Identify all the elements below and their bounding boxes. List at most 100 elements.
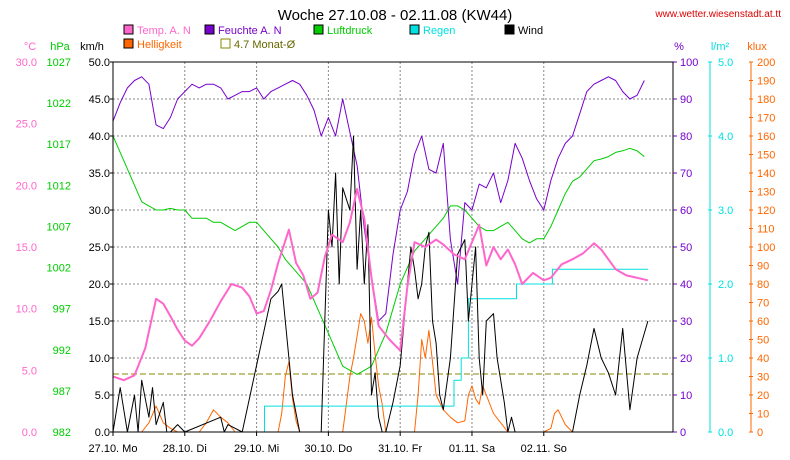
hum-tick-label: 30 <box>680 316 692 328</box>
wind-tick-label: 15.0 <box>89 316 110 328</box>
wind-tick-label: 5.0 <box>95 390 110 402</box>
x-tick-label: 27.10. Mo <box>89 443 138 455</box>
bright-tick-label: 110 <box>757 224 775 236</box>
temp-tick-label: 20.0 <box>16 180 37 192</box>
press-tick-label: 1022 <box>47 98 71 110</box>
bright-tick-label: 10 <box>757 409 769 421</box>
legend-label: 4.7 Monat-Ø <box>234 39 296 51</box>
bright-tick-label: 160 <box>757 131 775 143</box>
hum-tick-label: 20 <box>680 353 692 365</box>
rain-tick-label: 0.0 <box>718 427 733 439</box>
legend-swatch <box>313 24 324 35</box>
bright-tick-label: 50 <box>757 335 769 347</box>
legend-swatch <box>409 24 420 35</box>
wind-tick-label: 50.0 <box>89 57 110 69</box>
legend-label: Helligkeit <box>137 39 182 51</box>
wind-tick-label: 45.0 <box>89 94 110 106</box>
legend-label: Feuchte A. N <box>218 25 282 37</box>
bright-tick-label: 170 <box>757 113 775 125</box>
legend-label: Regen <box>423 25 455 37</box>
legend: Temp. A. N Feuchte A. N Luftdruck Regen Wind… <box>123 24 543 51</box>
series-regen <box>113 268 648 433</box>
series-layer <box>112 76 673 433</box>
bright-tick-label: 190 <box>757 76 775 88</box>
wind-unit-label: km/h <box>80 41 104 53</box>
legend-swatch <box>504 24 515 35</box>
wind-tick-label: 25.0 <box>89 242 110 254</box>
bright-unit-label: klux <box>747 41 767 53</box>
legend-swatch <box>220 38 231 49</box>
wind-tick-label: 40.0 <box>89 131 110 143</box>
temp-tick-label: 5.0 <box>22 365 37 377</box>
legend-label: Wind <box>518 25 543 37</box>
bright-tick-label: 200 <box>757 57 775 69</box>
hum-tick-label: 10 <box>680 390 692 402</box>
hum-tick-label: 90 <box>680 94 692 106</box>
bright-tick-label: 70 <box>757 298 769 310</box>
bright-tick-label: 40 <box>757 353 769 365</box>
wind-tick-label: 30.0 <box>89 205 110 217</box>
bright-tick-label: 20 <box>757 390 769 402</box>
wind-tick-label: 20.0 <box>89 279 110 291</box>
temp-tick-label: 0.0 <box>22 427 37 439</box>
legend-label: Luftdruck <box>327 25 373 37</box>
wind-tick-label: 35.0 <box>89 168 110 180</box>
source-link[interactable]: www.wetter.wiesenstadt.at.tt <box>654 9 781 20</box>
temp-tick-label: 25.0 <box>16 119 37 131</box>
bright-tick-label: 60 <box>757 316 769 328</box>
chart-title: Woche 27.10.08 - 02.11.08 (KW44) <box>278 7 513 24</box>
legend-swatch <box>204 24 215 35</box>
press-tick-label: 987 <box>53 386 71 398</box>
x-tick-label: 01.11. Sa <box>449 443 496 455</box>
press-tick-label: 1007 <box>47 221 71 233</box>
wind-tick-label: 10.0 <box>89 353 110 365</box>
x-tick-label: 31.10. Fr <box>378 443 422 455</box>
x-tick-label: 28.10. Di <box>163 443 207 455</box>
x-tick-label: 29.10. Mi <box>234 443 279 455</box>
press-tick-label: 1017 <box>47 139 71 151</box>
grid <box>113 62 673 432</box>
bright-tick-label: 90 <box>757 261 769 273</box>
bright-tick-label: 30 <box>757 372 769 384</box>
temp-tick-label: 15.0 <box>16 242 37 254</box>
axis-units: °C hPa km/h% l/m² klux <box>24 41 767 53</box>
hum-tick-label: 80 <box>680 131 692 143</box>
bright-tick-label: 180 <box>757 94 775 106</box>
press-tick-label: 997 <box>53 304 71 316</box>
bright-tick-label: 0 <box>757 427 763 439</box>
press-tick-label: 992 <box>53 345 71 357</box>
series-luftdruck <box>112 135 645 375</box>
hum-tick-label: 0 <box>680 427 686 439</box>
press-tick-label: 1012 <box>47 180 71 192</box>
plot-frame <box>112 61 674 433</box>
legend-label: Temp. A. N <box>137 25 191 37</box>
bright-tick-label: 80 <box>757 279 769 291</box>
rain-unit-label: l/m² <box>711 41 730 53</box>
bright-tick-label: 120 <box>757 205 775 217</box>
temp-tick-label: 30.0 <box>16 57 37 69</box>
bright-tick-label: 140 <box>757 168 775 180</box>
rain-tick-label: 1.0 <box>718 353 733 365</box>
legend-swatch <box>123 38 134 49</box>
temp-unit-label: °C <box>24 41 36 53</box>
hum-tick-label: 50 <box>680 242 692 254</box>
hum-tick-label: 100 <box>680 57 698 69</box>
hum-tick-label: 60 <box>680 205 692 217</box>
temp-tick-label: 10.0 <box>16 304 37 316</box>
press-unit-label: hPa <box>50 41 70 53</box>
x-tick-label: 30.10. Do <box>305 443 353 455</box>
series-temp-a-n <box>112 188 649 382</box>
press-tick-label: 1002 <box>47 263 71 275</box>
bright-tick-label: 100 <box>757 242 775 254</box>
hum-tick-label: 70 <box>680 168 692 180</box>
rain-tick-label: 3.0 <box>718 205 733 217</box>
press-tick-label: 982 <box>53 427 71 439</box>
bright-tick-label: 130 <box>757 187 775 199</box>
axes: 0.0 5.0 10.0 15.0 20.0 25.0 30.0 982 987 992 997 10… <box>16 57 776 455</box>
rain-tick-label: 5.0 <box>718 57 733 69</box>
wind-tick-label: 0.0 <box>95 427 110 439</box>
press-tick-label: 1027 <box>47 57 71 69</box>
x-tick-label: 02.11. So <box>521 443 567 455</box>
rain-tick-label: 2.0 <box>718 279 733 291</box>
